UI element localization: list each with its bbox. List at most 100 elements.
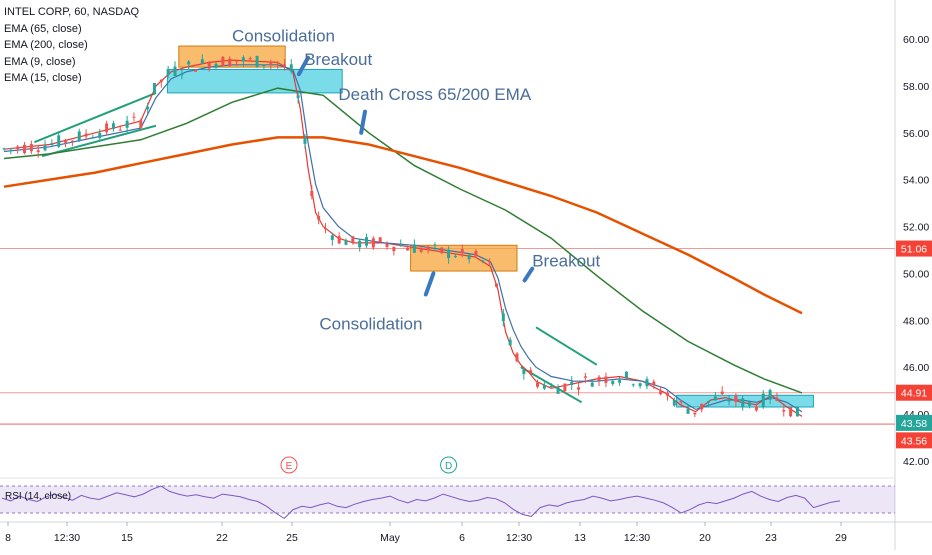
candle-body (453, 256, 457, 258)
candle-body (467, 254, 471, 260)
event-label-1: D (445, 461, 452, 472)
legend-symbol[interactable]: INTEL CORP, 60, NASDAQ (4, 6, 140, 18)
candle-body (481, 260, 485, 262)
candle-body (84, 133, 88, 137)
ema65-line (3, 87, 803, 394)
candle-body (426, 246, 430, 250)
candle-body (768, 389, 772, 400)
candle-body (139, 120, 143, 128)
candle-body (686, 408, 690, 414)
rsi-line (1, 485, 841, 520)
y-tick-label: 48.00 (903, 315, 929, 327)
event-label-0: E (286, 461, 293, 472)
candle-body (323, 228, 327, 230)
event-marker-1 (440, 456, 458, 474)
candle-body (29, 143, 33, 152)
candle-body (70, 140, 74, 142)
candle-body (713, 396, 717, 401)
candle-body (194, 69, 198, 72)
rsi-legend[interactable]: RSI (14, close) (5, 491, 72, 502)
candle-body (447, 249, 451, 259)
price-tag-label-0: 51.06 (901, 244, 927, 256)
trend-line-0 (34, 91, 157, 144)
candle-body (412, 244, 416, 253)
candle-body (105, 123, 109, 133)
price-tag-label-3: 43.56 (901, 435, 927, 447)
trend-line-2 (535, 326, 598, 366)
arrow-2 (423, 271, 436, 297)
price-tag-3 (896, 432, 932, 449)
candle-body (433, 244, 437, 246)
candle-body (269, 62, 273, 64)
candle-body (693, 412, 697, 415)
chart-legend: INTEL CORP, 60, NASDAQ EMA (65, close) E… (4, 4, 139, 87)
consolidation-zone-0 (178, 45, 286, 68)
rsi-band (0, 486, 895, 513)
annotation-2: Death Cross 65/200 EMA (338, 85, 531, 104)
x-tick-label: 29 (835, 532, 847, 544)
candle-body (159, 79, 163, 82)
candle-body (255, 56, 259, 68)
candle-body (659, 391, 663, 395)
candle-body (371, 238, 375, 248)
candle-body (98, 132, 102, 138)
candle-body (720, 391, 724, 395)
candle-body (132, 116, 136, 118)
candle-body (310, 191, 314, 197)
legend-ema65[interactable]: EMA (65, close) (4, 22, 82, 35)
candle-body (282, 64, 286, 67)
consolidation-zone-2 (410, 244, 518, 272)
ema15-line (3, 64, 803, 413)
candle-body (542, 384, 546, 389)
price-tag-0 (896, 240, 932, 257)
candle-body (611, 380, 615, 385)
legend-ema200[interactable]: EMA (200, close) (4, 39, 88, 51)
candle-body (23, 144, 27, 154)
candle-body (631, 384, 635, 386)
candle-body (727, 400, 731, 402)
annotation-4: Consolidation (319, 315, 422, 334)
candle-body (152, 82, 156, 93)
candle-body (501, 313, 505, 322)
candle-body (522, 369, 526, 374)
candle-body (125, 120, 129, 128)
candle-body (385, 243, 389, 247)
candle-body (638, 383, 642, 387)
y-tick-label: 50.00 (903, 268, 929, 280)
candle-body (262, 64, 266, 67)
candle-body (789, 407, 793, 417)
candle-body (406, 247, 410, 251)
legend-ema15[interactable]: EMA (15, close) (4, 72, 82, 84)
legend-ema9[interactable]: EMA (9, close) (4, 55, 76, 68)
candle-body (50, 143, 54, 146)
y-tick-label: 60.00 (903, 34, 929, 46)
candle-body (166, 69, 170, 76)
annotation-1: Breakout (304, 50, 372, 69)
candle-body (317, 215, 321, 220)
y-tick-label: 52.00 (903, 222, 929, 234)
candle-body (146, 106, 150, 110)
candle-body (645, 379, 649, 387)
event-marker-0 (280, 456, 298, 474)
candle-body (474, 250, 478, 256)
candle-body (515, 353, 519, 362)
candle-body (679, 401, 683, 403)
x-tick-label: 25 (286, 532, 298, 544)
x-tick-label: 12:30 (624, 532, 650, 544)
candle-body (741, 398, 745, 408)
candle-body (782, 409, 786, 412)
candle-body (207, 62, 211, 69)
candle-body (91, 137, 95, 139)
candle-body (754, 406, 758, 411)
x-tick-label: 12:30 (506, 532, 532, 544)
x-tick-label: 8 (5, 532, 11, 544)
x-tick-label: 6 (459, 532, 465, 544)
candle-body (624, 371, 628, 378)
candle-body (665, 393, 669, 396)
candle-body (228, 58, 232, 67)
y-tick-label: 42.00 (903, 456, 929, 468)
price-tag-label-1: 44.91 (901, 388, 927, 400)
candle-body (241, 57, 245, 62)
